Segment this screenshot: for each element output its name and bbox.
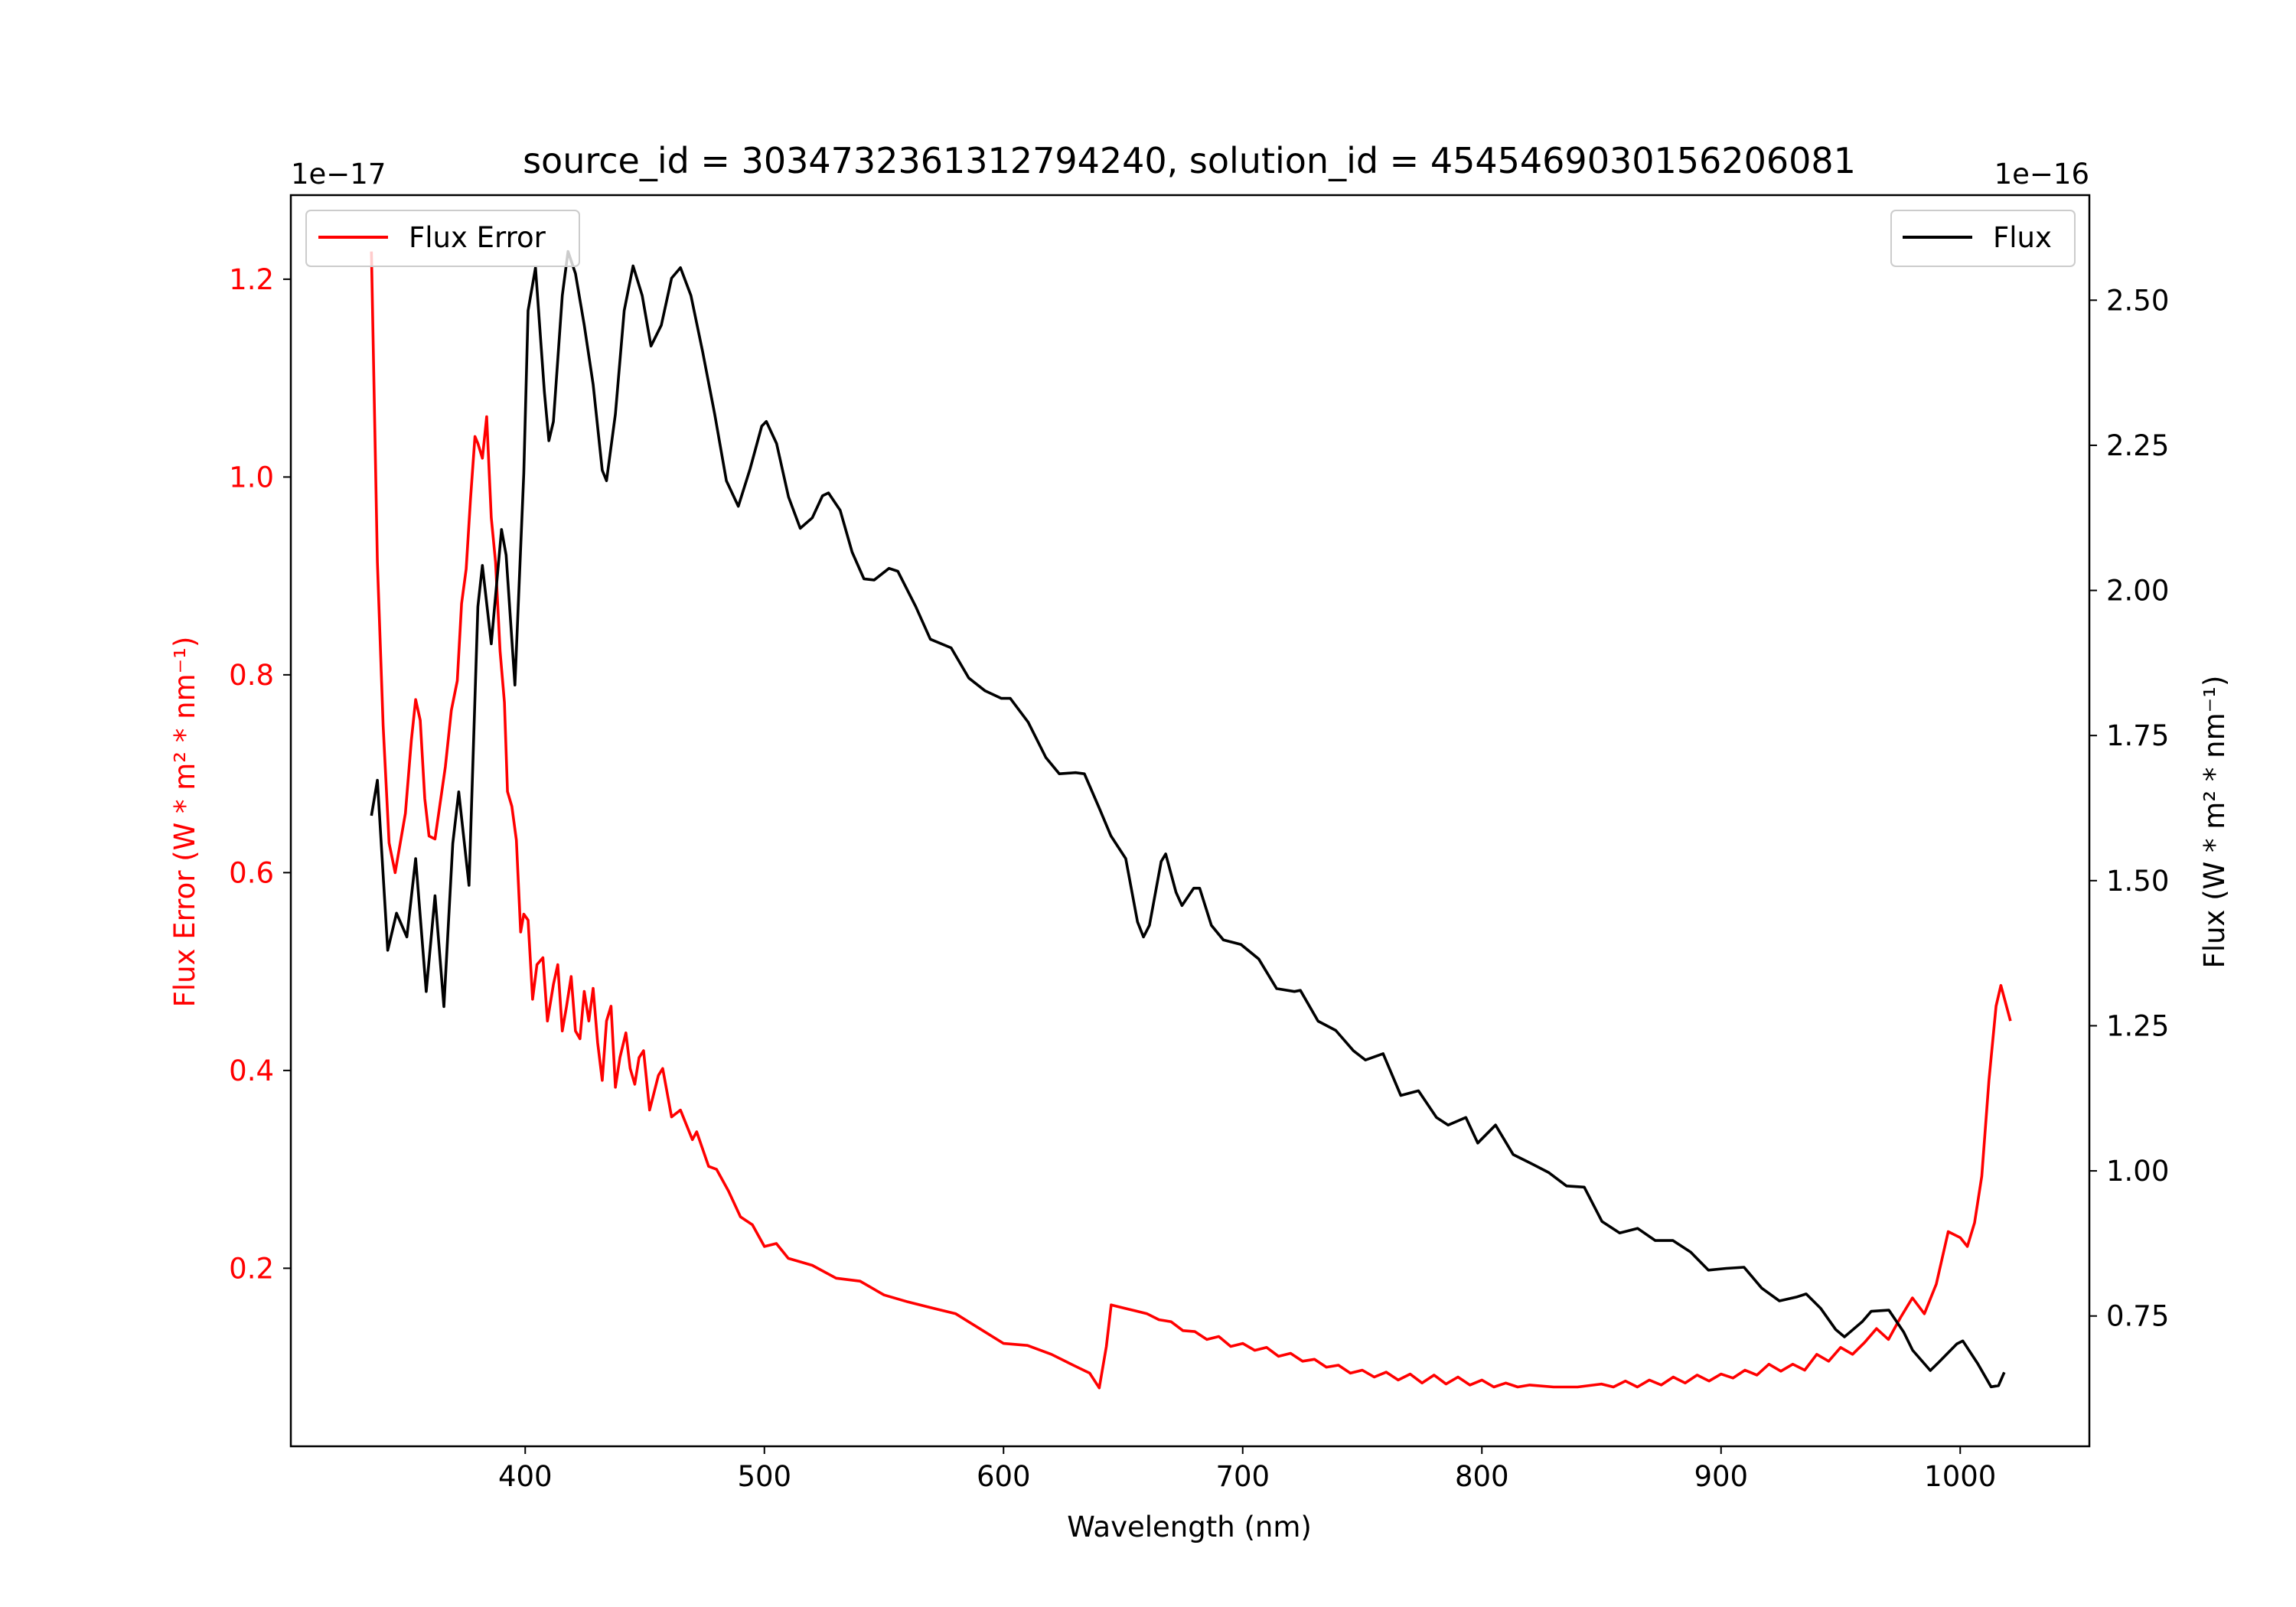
x-tick-label: 500: [737, 1460, 791, 1493]
right-y-tick-label: 1.25: [2106, 1009, 2169, 1042]
legend-flux-error: Flux Error: [305, 210, 580, 267]
left-y-tick-label: 0.8: [229, 659, 274, 692]
x-tick-label: 800: [1455, 1460, 1509, 1493]
series-line-flux-error: [370, 251, 2012, 1390]
x-tick-label: 1000: [1924, 1460, 1996, 1493]
x-tick-label: 700: [1215, 1460, 1270, 1493]
x-tick-label: 900: [1694, 1460, 1748, 1493]
legend-box: [305, 210, 580, 267]
left-y-tick-label: 0.4: [229, 1054, 274, 1087]
series-line-flux: [370, 249, 2006, 1389]
x-tick-label: 600: [977, 1460, 1031, 1493]
left-y-tick-label: 1.2: [229, 263, 274, 296]
left-y-tick-label: 0.2: [229, 1252, 274, 1285]
right-y-tick-label: 0.75: [2106, 1300, 2169, 1333]
axes-frame: [289, 194, 2091, 1448]
right-axis-offset: 1e−16: [1994, 158, 2089, 191]
legend-label-flux: Flux: [1993, 221, 2052, 254]
right-y-tick-label: 2.00: [2106, 575, 2169, 608]
legend-label-flux-error: Flux Error: [409, 221, 546, 254]
left-y-tick-label: 0.6: [229, 856, 274, 889]
left-y-axis-label: Flux Error (W * m² * nm⁻¹): [168, 637, 201, 1008]
x-axis-label: Wavelength (nm): [1067, 1511, 1312, 1543]
legend-flux: Flux: [1890, 210, 2076, 267]
right-y-tick-label: 1.75: [2106, 719, 2169, 752]
legend-box: [1890, 210, 2076, 267]
left-y-tick-label: 1.0: [229, 461, 274, 494]
chart-title: source_id = 3034732361312794240, solutio…: [523, 140, 1856, 181]
right-y-tick-label: 1.50: [2106, 865, 2169, 898]
right-y-axis-label: Flux (W * m² * nm⁻¹): [2198, 676, 2231, 969]
left-axis-offset: 1e−17: [291, 158, 386, 191]
right-y-tick-label: 2.50: [2106, 284, 2169, 317]
plot-area: 400 500 600 700 800 900 1000 0.2 0.4 0.6 0.8 1.0 1.2…: [229, 194, 2169, 1493]
x-tick-label: 400: [498, 1460, 553, 1493]
right-y-tick-label: 2.25: [2106, 429, 2169, 462]
right-y-tick-label: 1.00: [2106, 1155, 2169, 1188]
